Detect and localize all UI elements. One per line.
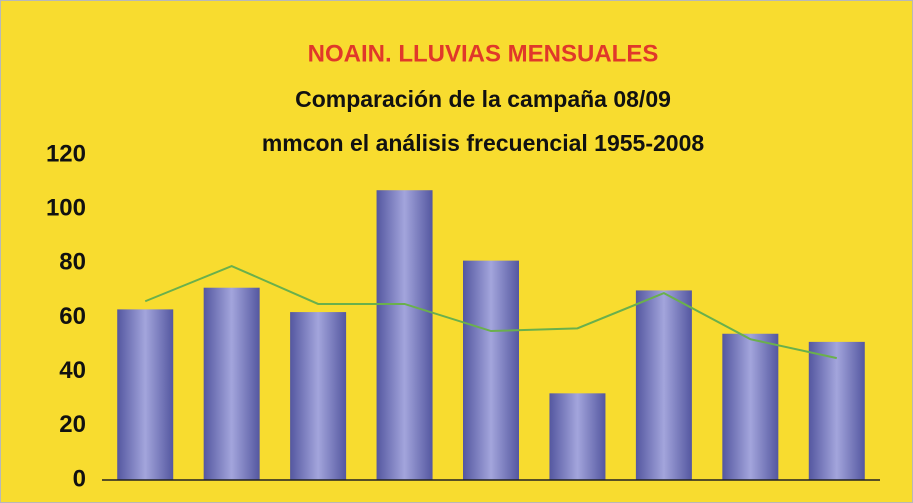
bar — [635, 290, 692, 480]
bar — [117, 309, 174, 480]
bar — [549, 393, 606, 480]
y-tick-label: 20 — [59, 411, 86, 438]
y-tick-label: 60 — [59, 303, 86, 330]
line — [144, 264, 837, 360]
y-tick-label: 120 — [46, 140, 86, 167]
y-tick-label: 40 — [59, 357, 86, 384]
y-tick-label: 80 — [59, 249, 86, 276]
y-tick-label: 100 — [46, 195, 86, 222]
bar — [203, 287, 260, 480]
bar — [290, 312, 347, 480]
bar — [808, 341, 865, 480]
bar — [463, 260, 519, 480]
bar — [376, 190, 433, 481]
chart-subtitle: Comparación de la campaña 08/09 — [295, 86, 671, 112]
bar — [722, 333, 779, 480]
chart-title: NOAIN. LLUVIAS MENSUALES — [308, 40, 659, 67]
y-tick-label: 0 — [73, 465, 86, 492]
chart-subtitle: mmcon el análisis frecuencial 1955-2008 — [262, 130, 705, 156]
